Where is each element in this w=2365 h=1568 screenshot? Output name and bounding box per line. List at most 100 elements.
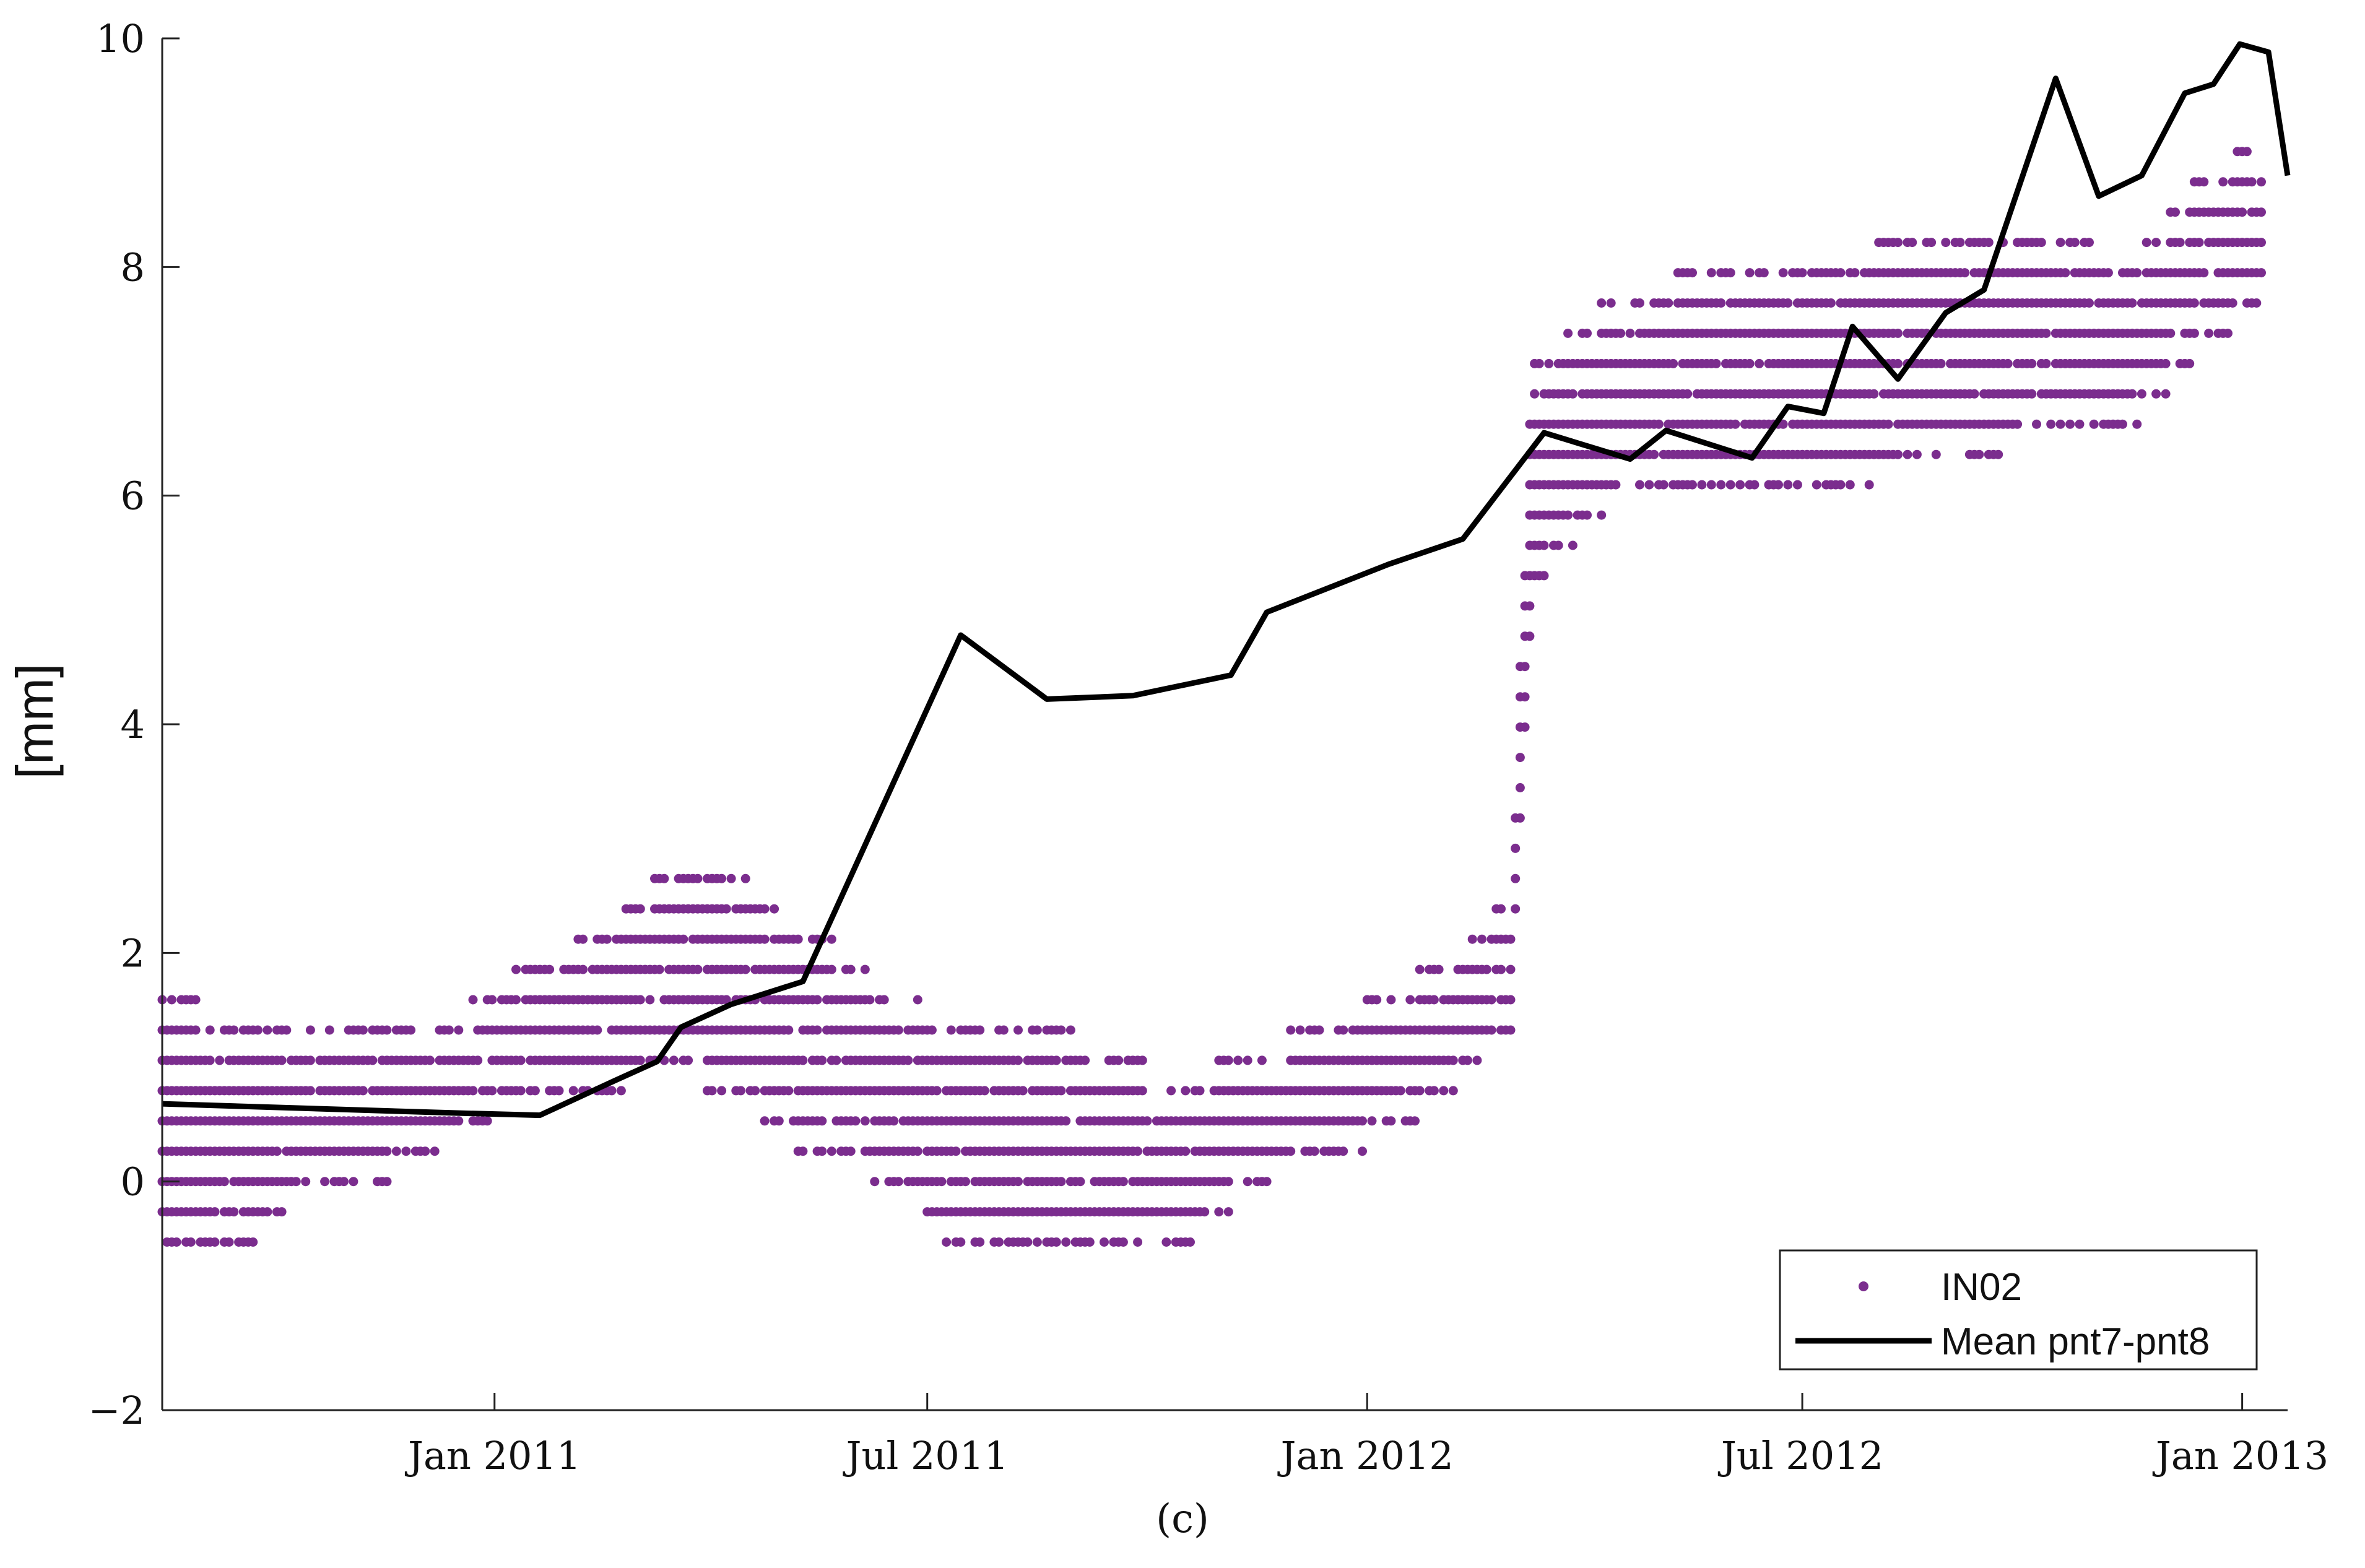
in02-point — [530, 1086, 540, 1096]
in02-point — [1439, 1086, 1449, 1096]
in02-point — [1358, 1146, 1367, 1156]
in02-point — [2127, 298, 2137, 308]
in02-point — [2161, 358, 2171, 368]
in02-point — [1869, 389, 1879, 399]
in02-point — [2257, 238, 2266, 248]
in02-point — [760, 1116, 770, 1126]
in02-point — [1969, 389, 1979, 399]
in02-point — [420, 1146, 430, 1156]
in02-point — [726, 873, 736, 883]
in02-point — [2127, 389, 2137, 399]
in02-point — [1223, 1055, 1233, 1065]
in02-point — [1372, 995, 1382, 1005]
in02-point — [210, 1207, 220, 1217]
legend-marker-dot — [1859, 1281, 1868, 1291]
in02-point — [1506, 934, 1516, 944]
in02-point — [2151, 238, 2161, 248]
in02-point — [2132, 419, 2142, 429]
in02-point — [454, 1025, 464, 1035]
in02-point — [870, 1177, 880, 1187]
in02-point — [693, 964, 703, 974]
in02-point — [1659, 480, 1669, 490]
in02-point — [1023, 1237, 1033, 1247]
axes-layer: −2 0 2 4 6 8 10 Jan 2011 Jul 2011 Jan 2012 Jul 201… — [89, 16, 2329, 1478]
in02-point — [1716, 298, 1726, 308]
in02-point — [1683, 389, 1693, 399]
in02-point — [1845, 480, 1855, 490]
in02-point — [750, 1086, 760, 1096]
in02-point — [2036, 238, 2046, 248]
in02-point — [1568, 540, 1577, 550]
in02-point — [1778, 419, 1788, 429]
y-axis-label: [mm] — [6, 664, 64, 779]
in02-point — [1654, 419, 1664, 429]
in02-point — [1477, 934, 1487, 944]
in02-point — [1635, 298, 1644, 308]
in02-point — [654, 964, 664, 974]
in02-point — [1850, 268, 1860, 278]
y-tick-label: 10 — [96, 16, 145, 61]
in02-point — [1309, 1146, 1319, 1156]
in02-point — [1597, 298, 1607, 308]
in02-point — [1960, 268, 1970, 278]
in02-point — [382, 1146, 392, 1156]
in02-point — [1415, 1086, 1425, 1096]
in02-point — [1649, 449, 1659, 459]
in02-point — [2027, 389, 2037, 399]
in02-point — [1233, 1055, 1243, 1065]
x-tick-label: Jan 2012 — [1277, 1433, 1454, 1478]
in02-point — [1893, 358, 1903, 368]
in02-point — [2161, 389, 2171, 399]
in02-point — [1745, 268, 1755, 278]
in02-point — [568, 1086, 578, 1096]
in02-point — [171, 1237, 181, 1247]
in02-point — [683, 1055, 693, 1065]
in02-point — [1568, 389, 1577, 399]
in02-point — [865, 995, 875, 1005]
in02-point — [1515, 813, 1525, 823]
in02-point — [511, 964, 521, 974]
in02-point — [1797, 268, 1807, 278]
in02-point — [229, 1025, 239, 1035]
in02-point — [1075, 1177, 1085, 1187]
in02-point — [1706, 480, 1716, 490]
in02-point — [1467, 934, 1477, 944]
in02-point — [391, 1146, 401, 1156]
in02-point — [2055, 419, 2065, 429]
in02-point — [1582, 510, 1592, 520]
in02-point — [817, 1055, 827, 1065]
in02-point — [736, 1086, 745, 1096]
in02-point — [2046, 419, 2056, 429]
in02-point — [2027, 358, 2037, 368]
in02-point — [349, 1177, 358, 1187]
in02-point — [454, 1116, 464, 1126]
in02-point — [1836, 480, 1846, 490]
in02-point — [210, 1237, 220, 1247]
in02-point — [1506, 964, 1516, 974]
in02-point — [1142, 1116, 1152, 1126]
in02-point — [554, 1086, 564, 1096]
in02-point — [817, 1116, 827, 1126]
in02-point — [1472, 1055, 1482, 1065]
in02-point — [1214, 1207, 1224, 1217]
in02-point — [2041, 358, 2051, 368]
in02-point — [2247, 177, 2257, 187]
in02-point — [248, 1237, 258, 1247]
in02-point — [851, 1116, 861, 1126]
in02-point — [1262, 1177, 1272, 1187]
in02-point — [1358, 1116, 1367, 1126]
in02-point — [1496, 964, 1506, 974]
in02-point — [635, 1055, 645, 1065]
in02-point — [2151, 389, 2161, 399]
in02-point — [578, 964, 588, 974]
in02-point — [602, 934, 612, 944]
in02-point — [1750, 480, 1760, 490]
in02-point — [2189, 298, 2199, 308]
in02-point — [1515, 783, 1525, 792]
in02-point — [305, 1086, 315, 1096]
x-tick-label: Jan 2013 — [2152, 1433, 2328, 1478]
in02-point — [1974, 449, 1984, 459]
in02-point — [1755, 358, 1764, 368]
